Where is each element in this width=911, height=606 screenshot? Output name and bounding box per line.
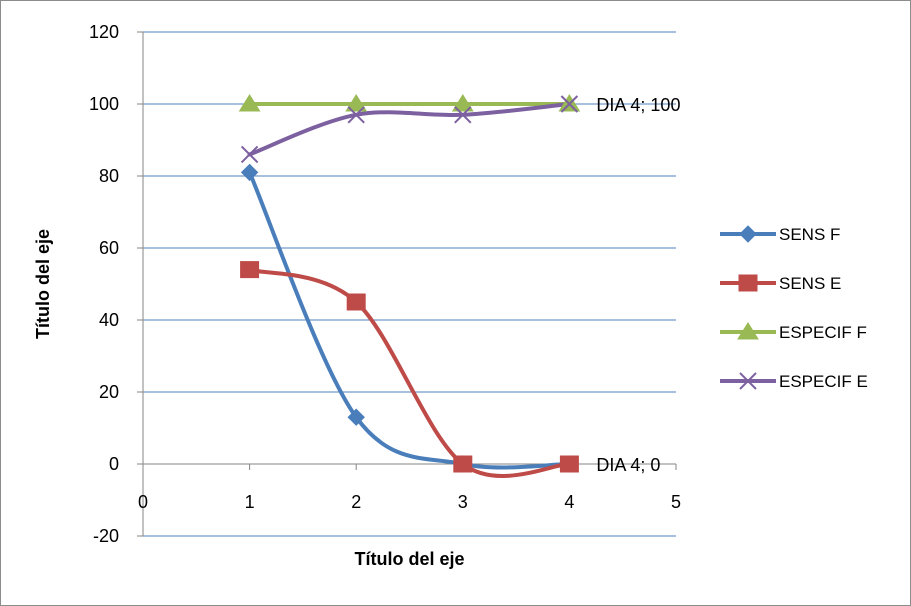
data-point-series-3-3 <box>560 95 579 113</box>
y-tick-label: 120 <box>89 22 119 42</box>
series-line-3 <box>247 102 572 157</box>
y-tick-label: 40 <box>99 310 119 330</box>
y-tick-label: 100 <box>89 94 119 114</box>
series-line-0 <box>247 170 572 470</box>
data-point-series-0-1 <box>347 408 365 426</box>
data-point-series-0-0 <box>240 163 259 182</box>
data-point-series-2-1 <box>345 94 368 112</box>
data-point-series-3-0 <box>240 145 259 164</box>
legend-swatch-marker-2 <box>737 322 759 340</box>
x-tick-label: 5 <box>671 492 681 512</box>
x-axis-title: Título del eje <box>354 549 464 569</box>
y-tick-label: -20 <box>93 526 119 546</box>
data-point-series-2-2 <box>451 94 474 112</box>
legend-label-3: ESPECIF E <box>779 372 868 391</box>
x-tick-label: 3 <box>458 492 468 512</box>
data-point-series-1-3 <box>559 455 579 473</box>
y-tick-label: 0 <box>109 454 119 474</box>
data-point-series-1-1 <box>346 293 366 311</box>
data-point-series-1-0 <box>240 261 260 279</box>
x-tick-label: 4 <box>564 492 574 512</box>
legend-swatch-marker-3 <box>739 372 757 390</box>
y-tick-label: 20 <box>99 382 119 402</box>
y-axis-title: Título del eje <box>33 229 53 339</box>
data-label-0: DIA 4; 100 <box>596 95 680 115</box>
y-tick-label: 80 <box>99 166 119 186</box>
data-point-series-3-2 <box>454 106 472 124</box>
x-tick-label: 0 <box>138 492 148 512</box>
data-label-1: DIA 4; 0 <box>596 455 660 475</box>
series-line-1 <box>247 267 572 478</box>
y-tick-label: 60 <box>99 238 119 258</box>
legend-label-1: SENS E <box>779 274 841 293</box>
legend-swatch-marker-0 <box>739 225 757 243</box>
legend-swatch-marker-1 <box>738 274 758 292</box>
data-point-series-2-0 <box>238 94 261 112</box>
legend-label-0: SENS F <box>779 225 840 244</box>
data-point-series-3-1 <box>347 106 365 124</box>
data-point-series-1-2 <box>453 455 473 473</box>
legend-label-2: ESPECIF F <box>779 323 867 342</box>
x-tick-label: 1 <box>245 492 255 512</box>
x-tick-label: 2 <box>351 492 361 512</box>
